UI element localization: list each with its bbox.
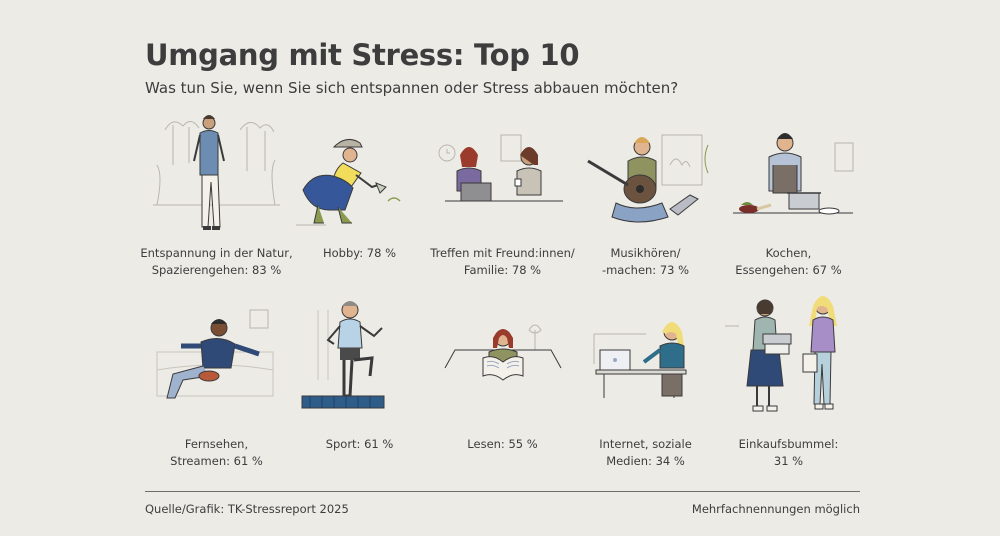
- footer-divider: [145, 491, 860, 492]
- activity-cooking: Kochen, Essengehen: 67 %: [717, 105, 860, 290]
- activity-shopping: Einkaufsbummel: 31 %: [717, 290, 860, 475]
- activity-reading: Lesen: 55 %: [431, 290, 574, 475]
- activity-hobby: Hobby: 78 %: [288, 105, 431, 290]
- shopping-people-illustration: [717, 290, 860, 425]
- activity-sport: Sport: 61 %: [288, 290, 431, 475]
- multiple-answers-note: Mehrfachnennungen möglich: [691, 502, 860, 516]
- activity-label: Sport: 61 %: [325, 437, 394, 451]
- activity-label: Internet, soziale Medien: 34 %: [599, 437, 692, 468]
- guitar-player-illustration: [574, 105, 717, 240]
- page-subtitle: Was tun Sie, wenn Sie sich entspannen od…: [145, 79, 679, 97]
- activity-label: Fernsehen, Streamen: 61 %: [170, 437, 263, 468]
- activity-label: Entspannung in der Natur, Spazierengehen…: [140, 246, 293, 277]
- activity-label: Hobby: 78 %: [323, 246, 396, 260]
- cooking-person-illustration: [717, 105, 860, 240]
- activity-label: Musikhören/ -machen: 73 %: [601, 246, 690, 277]
- walking-person-illustration: [145, 105, 288, 240]
- friends-meeting-illustration: [431, 105, 574, 240]
- exercising-person-illustration: [288, 290, 431, 425]
- reading-person-illustration: [431, 290, 574, 425]
- page-title: Umgang mit Stress: Top 10: [145, 38, 580, 72]
- person-on-sofa-illustration: [145, 290, 288, 425]
- activity-internet: Internet, soziale Medien: 34 %: [574, 290, 717, 475]
- activity-grid: Entspannung in der Natur, Spazierengehen…: [140, 105, 860, 475]
- activity-tv: Fernsehen, Streamen: 61 %: [145, 290, 288, 475]
- activity-label: Einkaufsbummel: 31 %: [738, 437, 839, 468]
- source-note: Quelle/Grafik: TK-Stressreport 2025: [145, 502, 349, 516]
- gardening-person-illustration: [288, 105, 431, 240]
- activity-label: Kochen, Essengehen: 67 %: [735, 246, 842, 277]
- laptop-user-illustration: [574, 290, 717, 425]
- activity-friends: Treffen mit Freund:innen/ Familie: 78 %: [430, 105, 575, 290]
- activity-music: Musikhören/ -machen: 73 %: [574, 105, 717, 290]
- activity-nature: Entspannung in der Natur, Spazierengehen…: [140, 105, 293, 290]
- activity-label: Lesen: 55 %: [467, 437, 538, 451]
- activity-label: Treffen mit Freund:innen/ Familie: 78 %: [430, 246, 575, 277]
